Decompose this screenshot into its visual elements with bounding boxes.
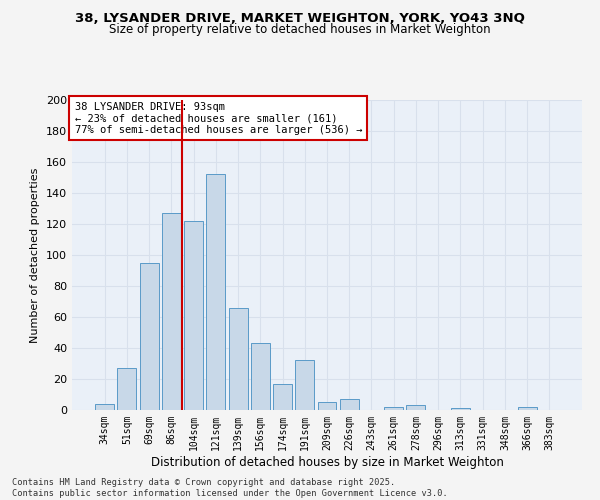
Bar xyxy=(518,407,536,410)
Bar xyxy=(229,308,248,410)
Bar xyxy=(295,360,314,410)
Bar xyxy=(317,402,337,410)
Bar xyxy=(406,406,425,410)
Text: 38 LYSANDER DRIVE: 93sqm
← 23% of detached houses are smaller (161)
77% of semi-: 38 LYSANDER DRIVE: 93sqm ← 23% of detach… xyxy=(74,102,362,134)
Text: Contains HM Land Registry data © Crown copyright and database right 2025.
Contai: Contains HM Land Registry data © Crown c… xyxy=(12,478,448,498)
Y-axis label: Number of detached properties: Number of detached properties xyxy=(31,168,40,342)
Bar xyxy=(384,407,403,410)
Bar xyxy=(251,344,270,410)
Bar xyxy=(451,408,470,410)
Text: Size of property relative to detached houses in Market Weighton: Size of property relative to detached ho… xyxy=(109,22,491,36)
Bar xyxy=(340,399,359,410)
Bar xyxy=(140,263,158,410)
Bar xyxy=(273,384,292,410)
Text: 38, LYSANDER DRIVE, MARKET WEIGHTON, YORK, YO43 3NQ: 38, LYSANDER DRIVE, MARKET WEIGHTON, YOR… xyxy=(75,12,525,26)
Bar xyxy=(118,368,136,410)
Bar xyxy=(206,174,225,410)
Bar xyxy=(95,404,114,410)
X-axis label: Distribution of detached houses by size in Market Weighton: Distribution of detached houses by size … xyxy=(151,456,503,468)
Bar xyxy=(184,221,203,410)
Bar xyxy=(162,213,181,410)
